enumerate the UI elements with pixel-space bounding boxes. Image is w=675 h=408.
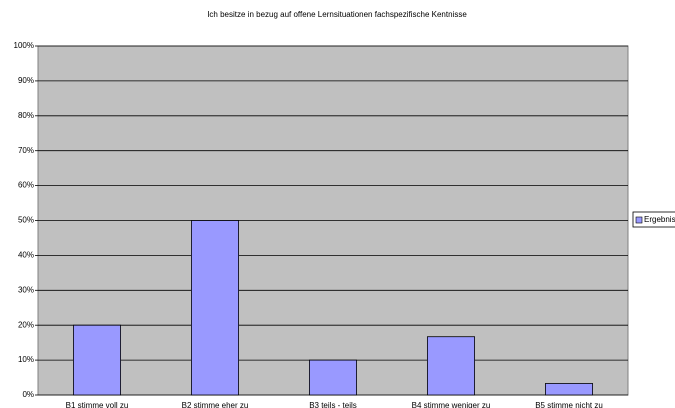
y-tick-label: 60% bbox=[18, 181, 34, 190]
x-tick-label: B5 stimme nicht zu bbox=[535, 401, 603, 408]
bar bbox=[190, 220, 239, 396]
x-tick-label: B1 stimme voll zu bbox=[66, 401, 129, 408]
bar bbox=[545, 383, 594, 396]
chart-title: Ich besitze in bezug auf offene Lernsitu… bbox=[207, 10, 467, 19]
y-tick-label: 30% bbox=[18, 285, 34, 294]
y-tick-label: 100% bbox=[14, 41, 34, 50]
y-tick-label: 90% bbox=[18, 76, 34, 85]
bar bbox=[426, 336, 475, 396]
x-tick-label: B2 stimme eher zu bbox=[182, 401, 249, 408]
legend-label: Ergebnis bbox=[644, 215, 675, 224]
x-tick-label: B3 teils - teils bbox=[309, 401, 357, 408]
y-tick-label: 0% bbox=[22, 390, 34, 399]
bar bbox=[308, 359, 357, 396]
bar bbox=[73, 324, 122, 396]
y-tick-label: 20% bbox=[18, 320, 34, 329]
x-tick-label: B4 stimme weniger zu bbox=[412, 401, 491, 408]
legend-swatch bbox=[635, 216, 643, 224]
y-tick-label: 40% bbox=[18, 251, 34, 260]
y-tick-label: 10% bbox=[18, 355, 34, 364]
y-tick-label: 50% bbox=[18, 216, 34, 225]
y-tick-label: 70% bbox=[18, 146, 34, 155]
y-tick-label: 80% bbox=[18, 111, 34, 120]
legend-box bbox=[632, 211, 675, 228]
